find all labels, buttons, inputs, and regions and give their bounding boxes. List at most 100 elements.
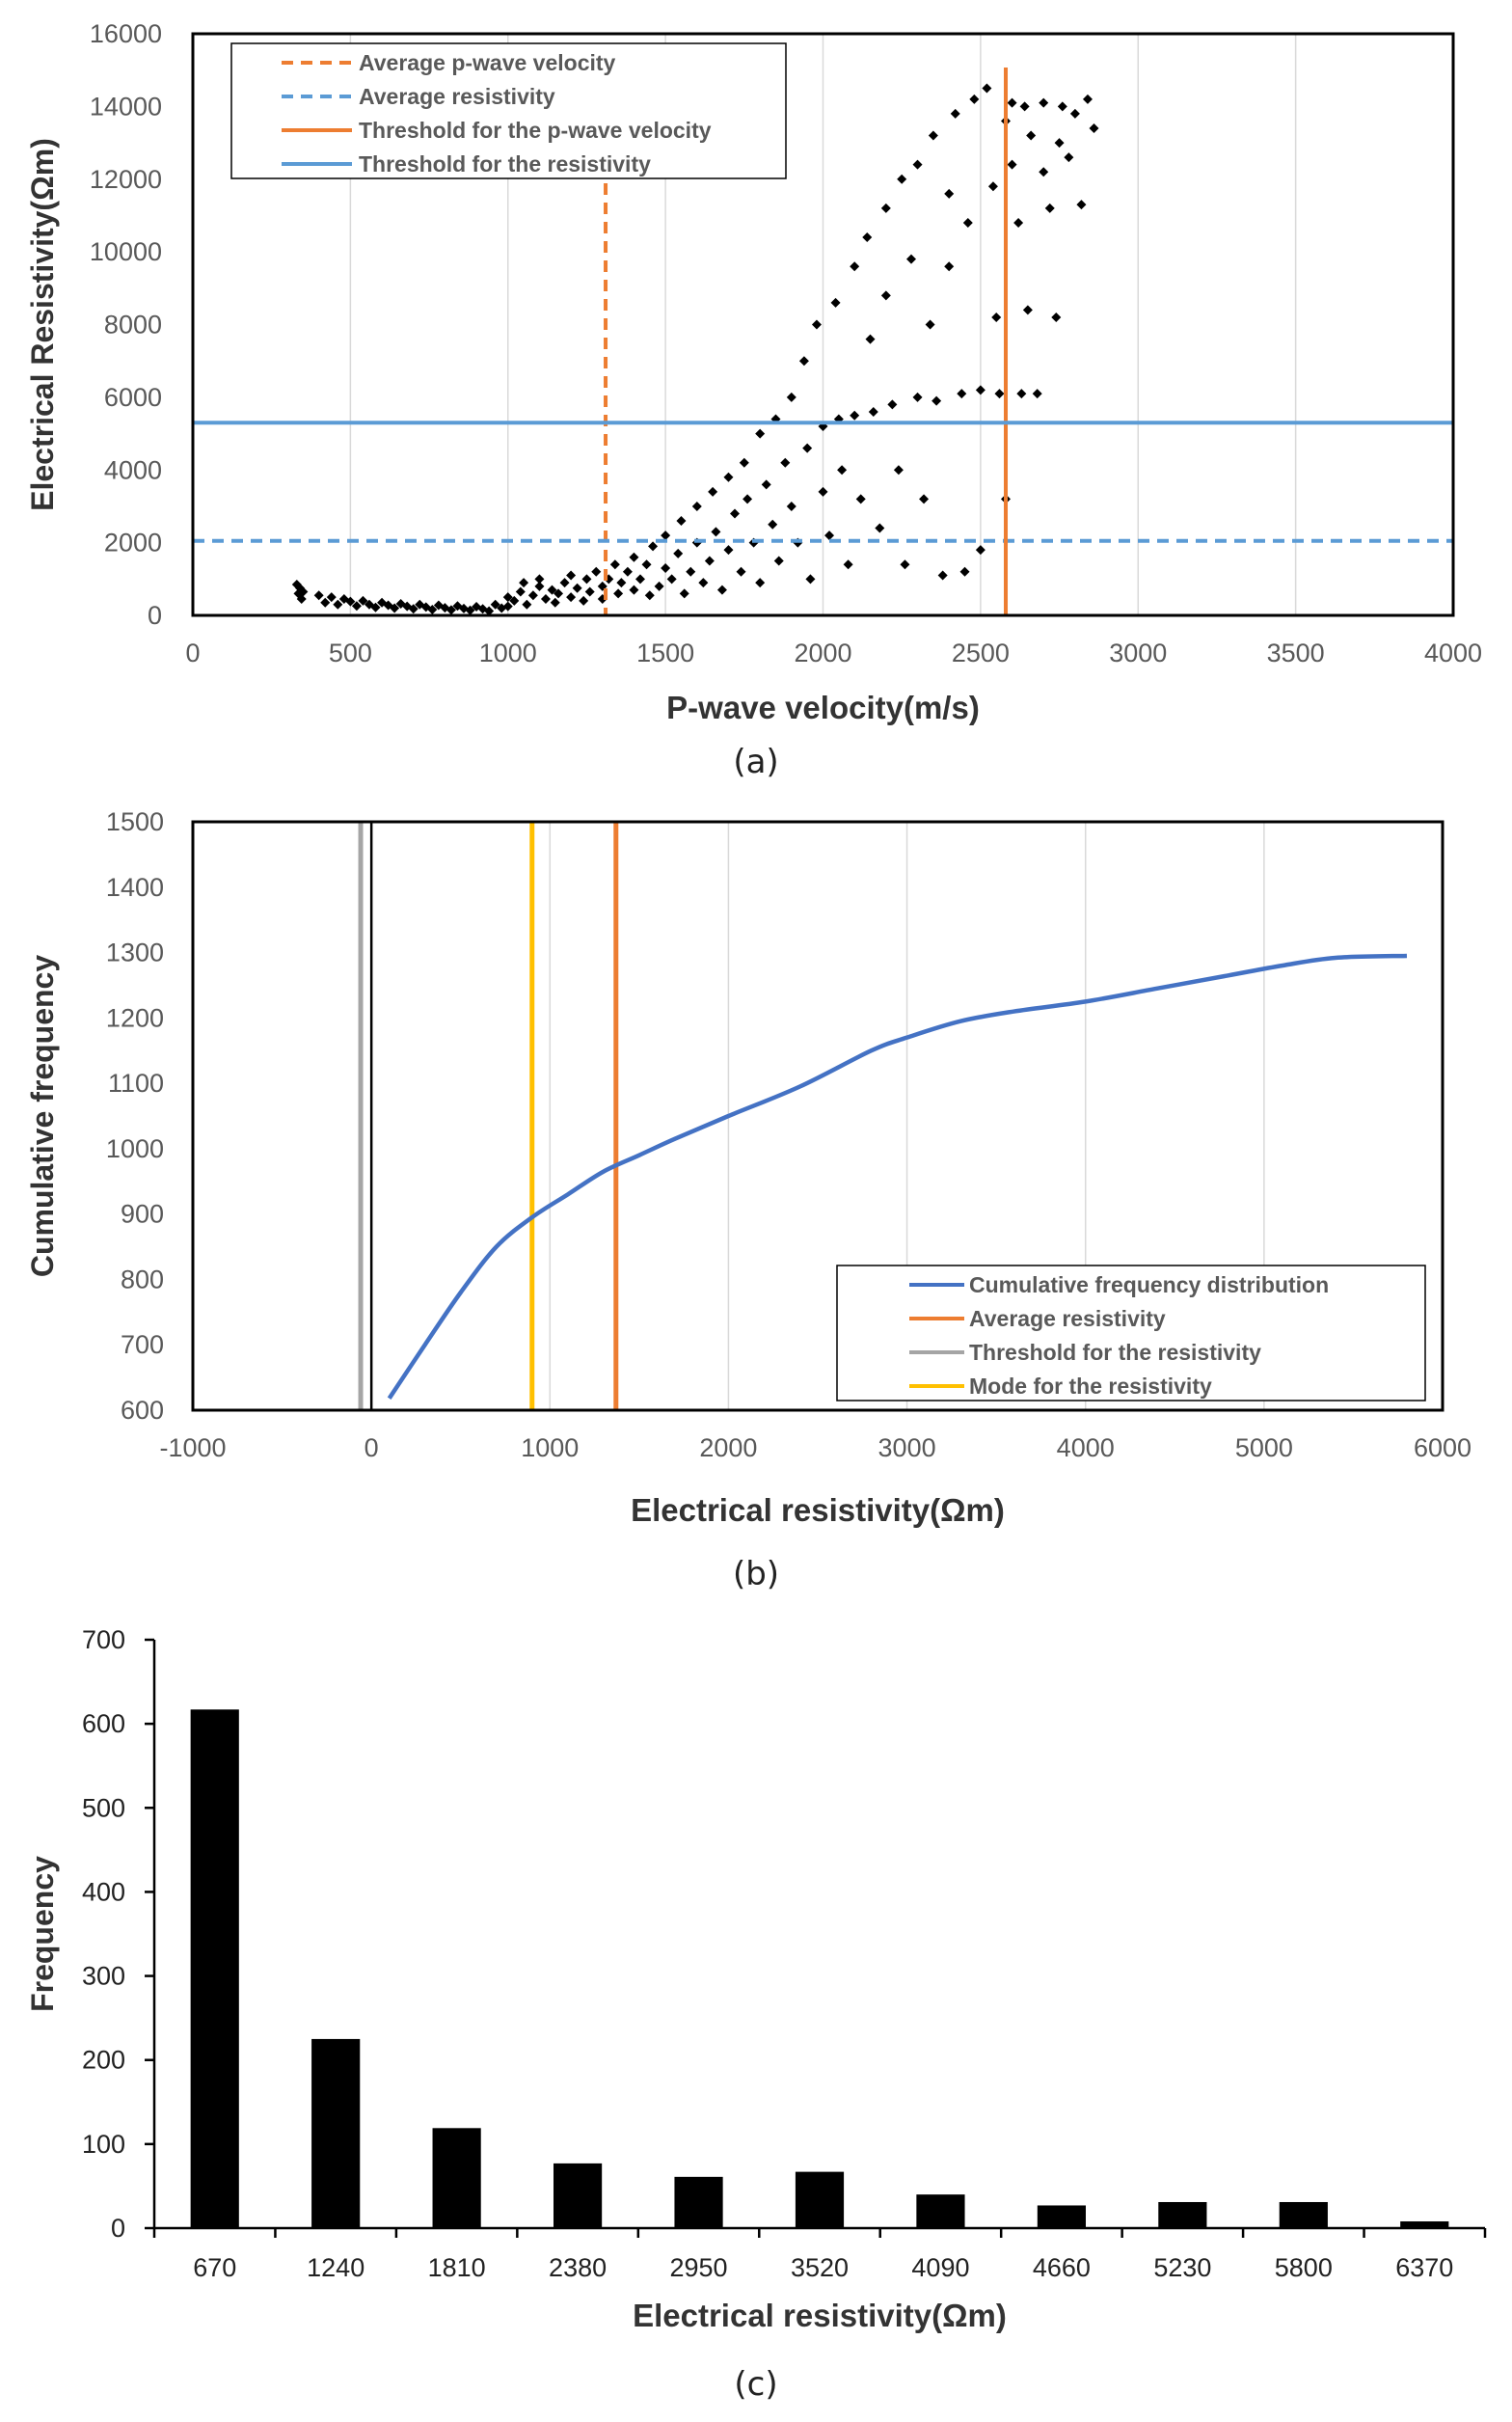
data-point xyxy=(798,356,809,367)
data-point xyxy=(950,108,960,119)
x-tick-label: 1810 xyxy=(428,2253,486,2282)
data-point xyxy=(880,290,891,301)
y-axis-title: Cumulative frequency xyxy=(25,955,60,1278)
data-point xyxy=(408,604,418,614)
y-tick-label: 14000 xyxy=(90,92,162,121)
data-point xyxy=(540,594,551,605)
data-point xyxy=(704,556,715,566)
legend-label: Mode for the resistivity xyxy=(969,1374,1212,1399)
data-point xyxy=(887,399,898,410)
x-tick-label: 3500 xyxy=(1267,639,1325,667)
data-point xyxy=(991,312,1002,322)
data-point xyxy=(1064,152,1074,163)
caption-a: (a) xyxy=(733,743,779,781)
data-point xyxy=(897,174,907,184)
y-tick-label: 8000 xyxy=(104,311,162,340)
y-tick-label: 600 xyxy=(82,1709,125,1738)
data-point xyxy=(919,494,930,504)
data-point xyxy=(1039,167,1049,177)
x-tick-label: 2000 xyxy=(699,1433,757,1462)
data-point xyxy=(629,585,639,595)
data-point xyxy=(1044,203,1055,213)
data-point xyxy=(1051,312,1062,322)
data-point xyxy=(679,588,689,599)
data-point xyxy=(850,410,860,421)
data-point xyxy=(298,586,309,597)
x-tick-label: 2000 xyxy=(794,639,851,667)
data-point xyxy=(962,217,973,228)
data-point xyxy=(613,588,624,599)
x-axis-title: P-wave velocity(m/s) xyxy=(666,690,980,725)
plot-frame xyxy=(191,32,1455,617)
y-tick-label: 600 xyxy=(121,1396,164,1425)
data-point xyxy=(736,566,746,577)
data-point xyxy=(661,531,671,541)
data-point xyxy=(711,527,721,537)
x-tick-label: 4000 xyxy=(1057,1433,1115,1462)
x-tick-label: 3520 xyxy=(791,2253,849,2282)
data-point xyxy=(686,566,696,577)
x-tick-label: -1000 xyxy=(159,1433,226,1462)
data-point xyxy=(994,389,1005,399)
data-point xyxy=(818,486,828,497)
x-axis-title: Electrical resistivity(Ωm) xyxy=(633,2298,1007,2333)
data-point xyxy=(534,581,545,591)
x-tick-label: 1000 xyxy=(521,1433,579,1462)
data-point xyxy=(634,574,645,585)
y-tick-label: 1400 xyxy=(106,873,164,902)
data-point xyxy=(465,605,475,615)
data-point xyxy=(579,595,589,606)
data-point xyxy=(742,494,753,504)
data-point xyxy=(768,519,778,530)
data-point xyxy=(1039,97,1049,108)
data-point xyxy=(648,541,659,552)
data-point xyxy=(522,599,532,610)
x-tick-label: 2950 xyxy=(670,2253,728,2282)
data-point xyxy=(1013,217,1024,228)
data-point xyxy=(1016,389,1027,399)
data-point xyxy=(755,428,766,439)
data-point xyxy=(666,574,677,585)
data-point xyxy=(1076,200,1087,210)
data-point xyxy=(855,494,866,504)
x-tick-label: 1000 xyxy=(479,639,537,667)
data-point xyxy=(925,319,935,330)
data-point xyxy=(326,592,337,603)
legend-label: Threshold for the resistivity xyxy=(969,1340,1261,1365)
bar-1240 xyxy=(311,2038,361,2228)
data-point xyxy=(1026,130,1037,141)
data-point xyxy=(427,604,438,614)
data-point xyxy=(591,566,602,577)
data-point xyxy=(912,392,923,402)
y-tick-label: 100 xyxy=(82,2130,125,2159)
data-point xyxy=(730,508,741,519)
data-point xyxy=(484,606,495,616)
data-point xyxy=(554,588,564,599)
y-tick-label: 2000 xyxy=(104,529,162,558)
cumulative-chart: -1000 0 1000 2000 3000 4000 5000 6000 600 700 800 9… xyxy=(25,807,1472,1528)
y-tick-label: 16000 xyxy=(90,19,162,48)
legend-label: Average p-wave velocity xyxy=(359,50,616,75)
data-point xyxy=(723,545,734,556)
y-tick-label: 1000 xyxy=(106,1134,164,1163)
data-point xyxy=(622,566,633,577)
y-tick-label: 1100 xyxy=(108,1069,164,1098)
x-tick-label: 500 xyxy=(329,639,372,667)
data-point xyxy=(1054,138,1065,149)
bar-3520 xyxy=(795,2171,845,2228)
x-tick-label: 3000 xyxy=(1109,639,1167,667)
data-point xyxy=(761,479,771,490)
data-point xyxy=(830,297,841,308)
legend-box xyxy=(230,42,787,179)
data-point xyxy=(566,570,577,581)
data-point xyxy=(527,590,538,601)
y-tick-label: 700 xyxy=(82,1625,125,1654)
legend-label: Average resistivity xyxy=(969,1306,1166,1331)
y-tick-label: 0 xyxy=(148,601,162,630)
x-tick-label: 0 xyxy=(364,1433,379,1462)
data-point xyxy=(320,597,331,608)
data-point xyxy=(987,181,998,192)
caption-b: (b) xyxy=(732,1555,780,1593)
data-point xyxy=(676,516,687,527)
bar-4090 xyxy=(916,2194,965,2228)
